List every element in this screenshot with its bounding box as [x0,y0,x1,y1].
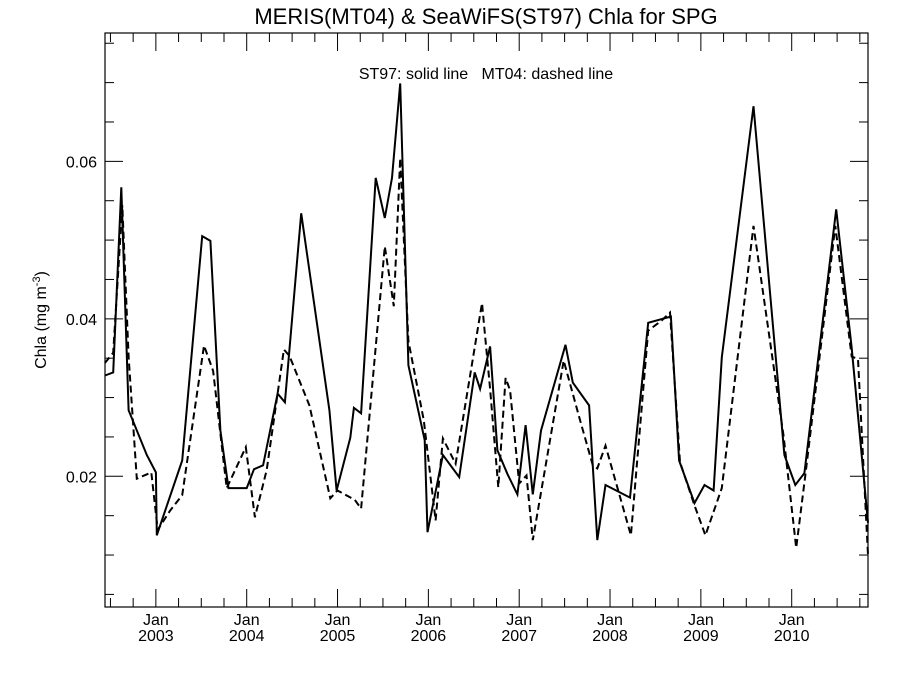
x-tick-label-year: 2009 [683,628,719,645]
x-tick-label-month: Jan [506,612,532,629]
x-tick-label-year: 2005 [320,628,356,645]
series-group [104,83,869,556]
x-tick-label-month: Jan [779,612,805,629]
x-tick-label-year: 2010 [774,628,810,645]
y-tick-label: 0.06 [66,154,97,171]
chart-title: MERIS(MT04) & SeaWiFS(ST97) Chla for SPG [254,4,717,29]
y-axis-label-sup: -3 [31,276,43,286]
x-tick-label-month: Jan [234,612,260,629]
x-tick-label-year: 2006 [411,628,447,645]
x-tick-label-year: 2008 [592,628,628,645]
x-tick-label-year: 2003 [138,628,174,645]
series-line-mt04 [104,158,869,556]
x-tick-label-month: Jan [325,612,351,629]
plot-frame [104,32,869,608]
y-axis-label-main: Chla (mg m [33,286,50,369]
x-tick-label-month: Jan [597,612,623,629]
y-axis-label: Chla (mg m-3) [31,271,50,369]
legend-annotation: ST97: solid line MT04: dashed line [359,66,613,83]
y-tick-label: 0.04 [66,312,97,329]
x-tick-label-month: Jan [143,612,169,629]
x-tick-label-month: Jan [688,612,714,629]
axis-ticks [105,33,868,607]
series-line-st97 [104,83,869,541]
x-tick-label-year: 2004 [229,628,265,645]
y-tick-label: 0.02 [66,469,97,486]
x-tick-label-month: Jan [415,612,441,629]
tick-labels: 0.020.040.06Jan2003Jan2004Jan2005Jan2006… [66,154,810,645]
y-axis-label-close: ) [33,271,50,276]
x-tick-label-year: 2007 [501,628,537,645]
